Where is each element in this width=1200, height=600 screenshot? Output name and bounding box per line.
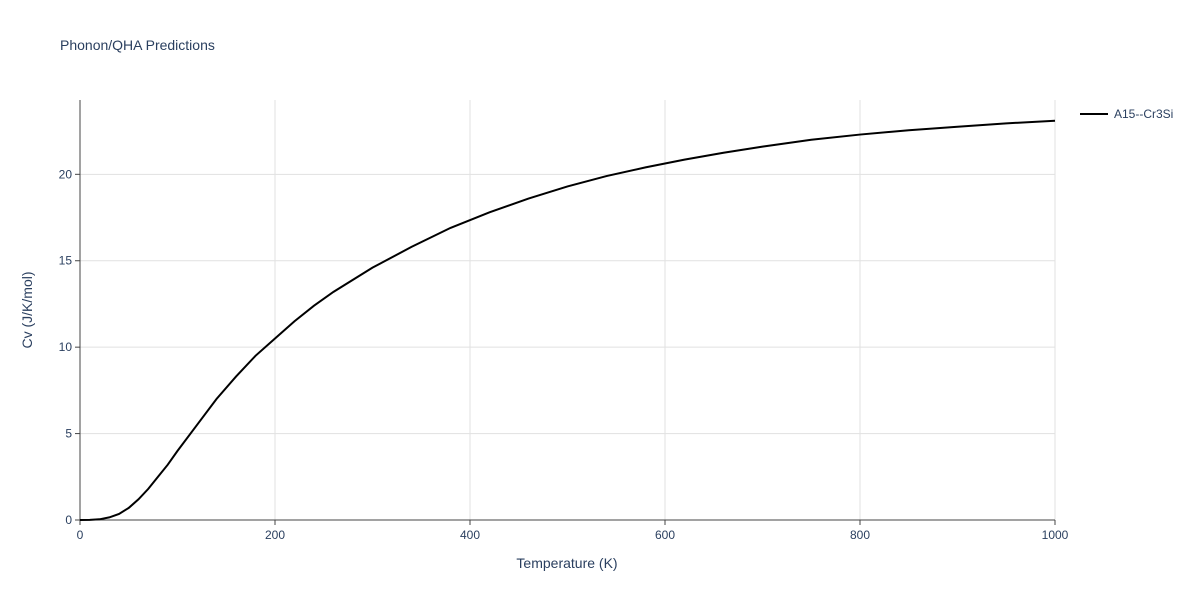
- y-axis-title: Cv (J/K/mol): [19, 272, 35, 349]
- x-tick-label: 1000: [1042, 528, 1069, 542]
- y-tick-label: 0: [65, 513, 72, 527]
- y-tick-label: 10: [59, 340, 73, 354]
- y-tick-label: 15: [59, 254, 73, 268]
- x-tick-label: 800: [850, 528, 870, 542]
- x-tick-label: 200: [265, 528, 285, 542]
- x-axis-title: Temperature (K): [516, 555, 617, 571]
- x-tick-label: 400: [460, 528, 480, 542]
- x-tick-label: 0: [77, 528, 84, 542]
- x-tick-label: 600: [655, 528, 675, 542]
- data-line: [79, 119, 1056, 521]
- y-tick-label: 20: [59, 167, 73, 181]
- y-tick-label: 5: [65, 427, 72, 441]
- chart-title: Phonon/QHA Predictions: [60, 37, 215, 53]
- legend-label: A15--Cr3Si: [1114, 107, 1173, 121]
